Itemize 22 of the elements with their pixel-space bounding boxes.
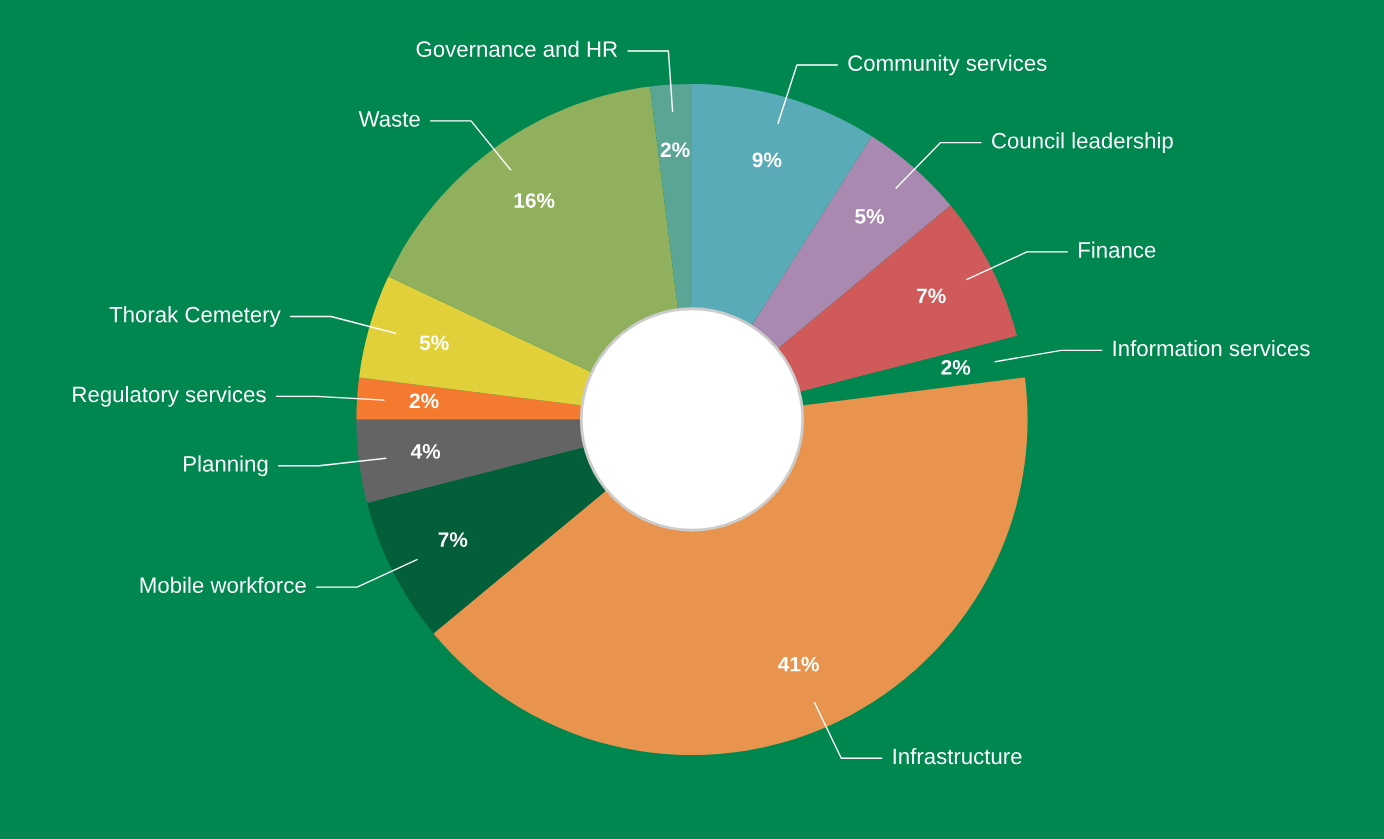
slice-label: Council leadership (992, 132, 1173, 153)
data-label: 2% (660, 142, 690, 158)
slice-label: Community services (848, 54, 1047, 76)
slice-label: Governance and HR (416, 40, 618, 58)
slice-label: Finance (1079, 241, 1156, 258)
data-label: 16% (514, 193, 555, 208)
slice-label: Regulatory services (73, 385, 266, 407)
slice-label: Waste (358, 111, 420, 127)
data-label: 7% (438, 532, 468, 547)
data-label: 5% (855, 209, 885, 224)
data-label: 5% (419, 335, 449, 351)
data-label: 9% (752, 152, 782, 168)
slice-label: Mobile workforce (140, 576, 306, 594)
slice-label: Planning (184, 455, 268, 477)
data-label: 4% (410, 444, 441, 459)
data-label: 7% (917, 288, 946, 304)
slice-label: Information services (1113, 339, 1310, 357)
data-label: 2% (409, 393, 439, 409)
data-label: 41% (778, 656, 819, 672)
slice-label: Thorak Cemetery (109, 306, 281, 327)
data-label: 2% (941, 360, 971, 375)
slice-label: Infrastructure (893, 747, 1022, 765)
